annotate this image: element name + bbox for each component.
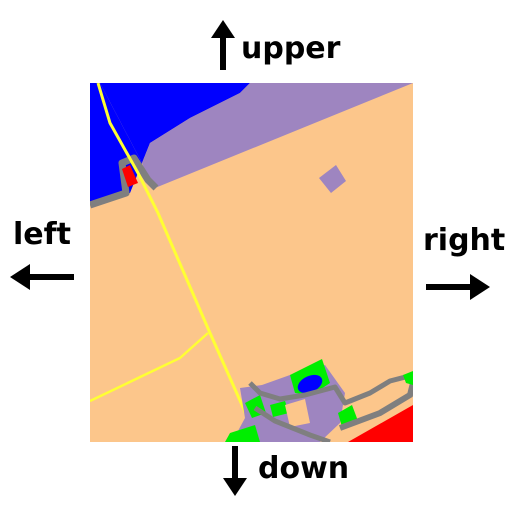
map-tile[interactable] <box>90 83 413 442</box>
water-area-upper <box>100 83 250 163</box>
residential-strip <box>142 83 413 188</box>
minor-road-right <box>338 382 413 431</box>
farmland-patch-2 <box>356 389 388 411</box>
park-area-right <box>403 371 413 385</box>
label-upper: upper <box>241 31 341 66</box>
farmland-patch-1 <box>285 399 310 427</box>
label-right: right <box>423 223 506 258</box>
commercial-lot-top <box>122 165 138 187</box>
minor-road-settlement <box>248 372 413 406</box>
park-area-3 <box>225 425 260 442</box>
arrow-up-icon <box>211 20 235 70</box>
arrow-left-icon <box>10 264 74 290</box>
residential-block <box>319 165 346 193</box>
major-road-branch <box>90 332 209 403</box>
label-down: down <box>258 451 350 486</box>
park-area-4 <box>270 401 289 417</box>
arrow-right-icon <box>426 274 490 300</box>
label-left: left <box>13 217 72 252</box>
minor-road-top-left <box>90 154 159 209</box>
pond <box>297 374 323 394</box>
commercial-lot-bottom <box>348 405 413 442</box>
arrow-down-icon <box>223 446 247 496</box>
minor-road-settlement-2 <box>253 405 331 442</box>
